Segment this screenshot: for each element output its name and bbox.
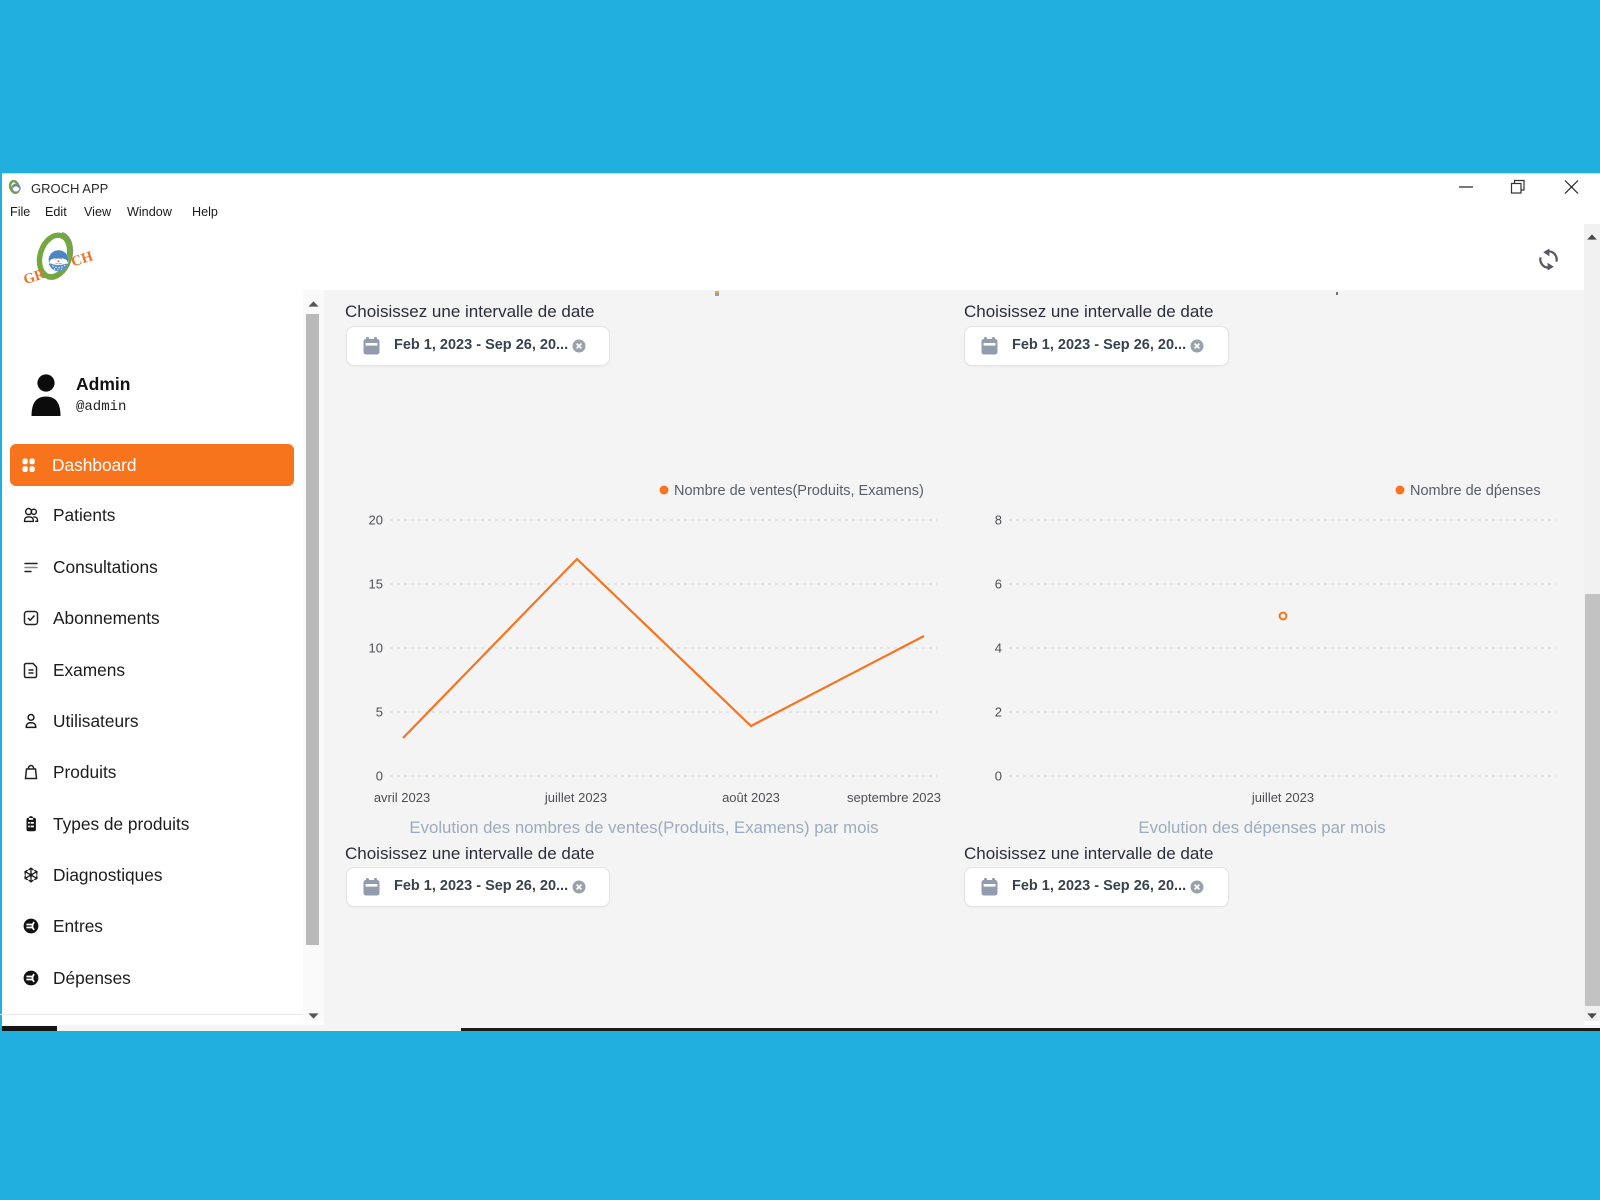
- svg-text:8: 8: [995, 513, 1002, 528]
- svg-text:15: 15: [369, 577, 383, 592]
- svg-text:5: 5: [376, 705, 383, 720]
- svg-text:20: 20: [369, 513, 383, 528]
- svg-text:Nombre de dṕenses: Nombre de dṕenses: [1410, 483, 1541, 499]
- svg-text:2: 2: [995, 705, 1002, 720]
- svg-text:10: 10: [369, 641, 383, 656]
- svg-text:CH: CH: [69, 248, 95, 270]
- svg-text:Nombre de ventes(Produits, Exa: Nombre de ventes(Produits, Examens): [674, 483, 924, 499]
- svg-text:0: 0: [995, 769, 1002, 784]
- svg-text:GR: GR: [21, 266, 47, 288]
- svg-text:août 2023: août 2023: [722, 790, 780, 805]
- svg-text:septembre 2023: septembre 2023: [847, 790, 941, 805]
- svg-text:6: 6: [995, 577, 1002, 592]
- svg-text:avril 2023: avril 2023: [374, 790, 430, 805]
- svg-text:juillet 2023: juillet 2023: [1251, 790, 1314, 805]
- svg-text:0: 0: [376, 769, 383, 784]
- svg-text:juillet 2023: juillet 2023: [544, 790, 607, 805]
- svg-text:Evolution des nombres de vente: Evolution des nombres de ventes(Produits…: [409, 818, 878, 837]
- svg-text:Evolution des dépenses par moi: Evolution des dépenses par mois: [1138, 818, 1385, 837]
- svg-text:4: 4: [995, 641, 1002, 656]
